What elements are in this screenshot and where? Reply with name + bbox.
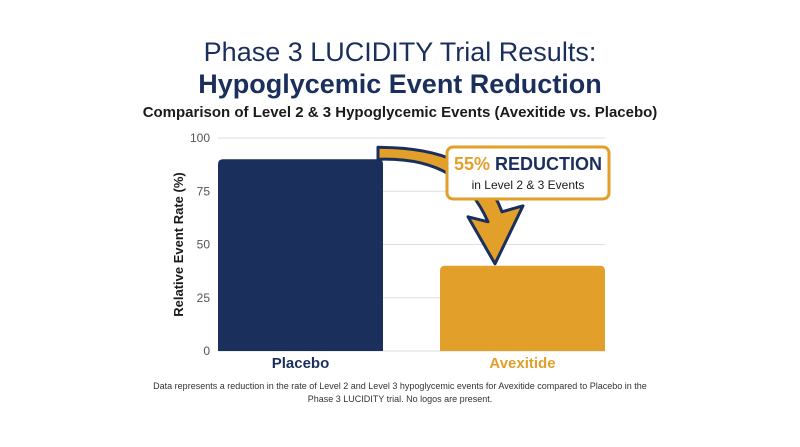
- y-tick-label-75: 75: [197, 184, 211, 198]
- y-tick-label-100: 100: [190, 131, 210, 145]
- callout-percent: 55%: [454, 154, 495, 174]
- bar-placebo: [218, 159, 383, 351]
- y-tick-label-50: 50: [197, 238, 211, 252]
- y-axis-title: Relative Event Rate (%): [171, 172, 186, 317]
- callout-headline: 55% REDUCTION: [454, 154, 602, 174]
- chart-title: Phase 3 LUCIDITY Trial Results: Hypoglyc…: [0, 36, 800, 100]
- y-tick-label-25: 25: [197, 291, 211, 305]
- title-line-2: Hypoglycemic Event Reduction: [198, 69, 602, 99]
- y-tick-label-0: 0: [203, 344, 210, 358]
- callout-box: [445, 145, 611, 201]
- footnote: Data represents a reduction in the rate …: [153, 381, 647, 404]
- x-tick-label-placebo: Placebo: [272, 355, 330, 372]
- callout-word: REDUCTION: [495, 154, 602, 174]
- x-tick-label-avexitide: Avexitide: [489, 355, 555, 372]
- bar-avexitide: [440, 265, 605, 351]
- callout-detail: in Level 2 & 3 Events: [472, 178, 585, 192]
- chart-subtitle: Comparison of Level 2 & 3 Hypoglycemic E…: [142, 104, 658, 121]
- reduction-arrow: [376, 145, 525, 266]
- title-line-1: Phase 3 LUCIDITY Trial Results:: [203, 37, 597, 67]
